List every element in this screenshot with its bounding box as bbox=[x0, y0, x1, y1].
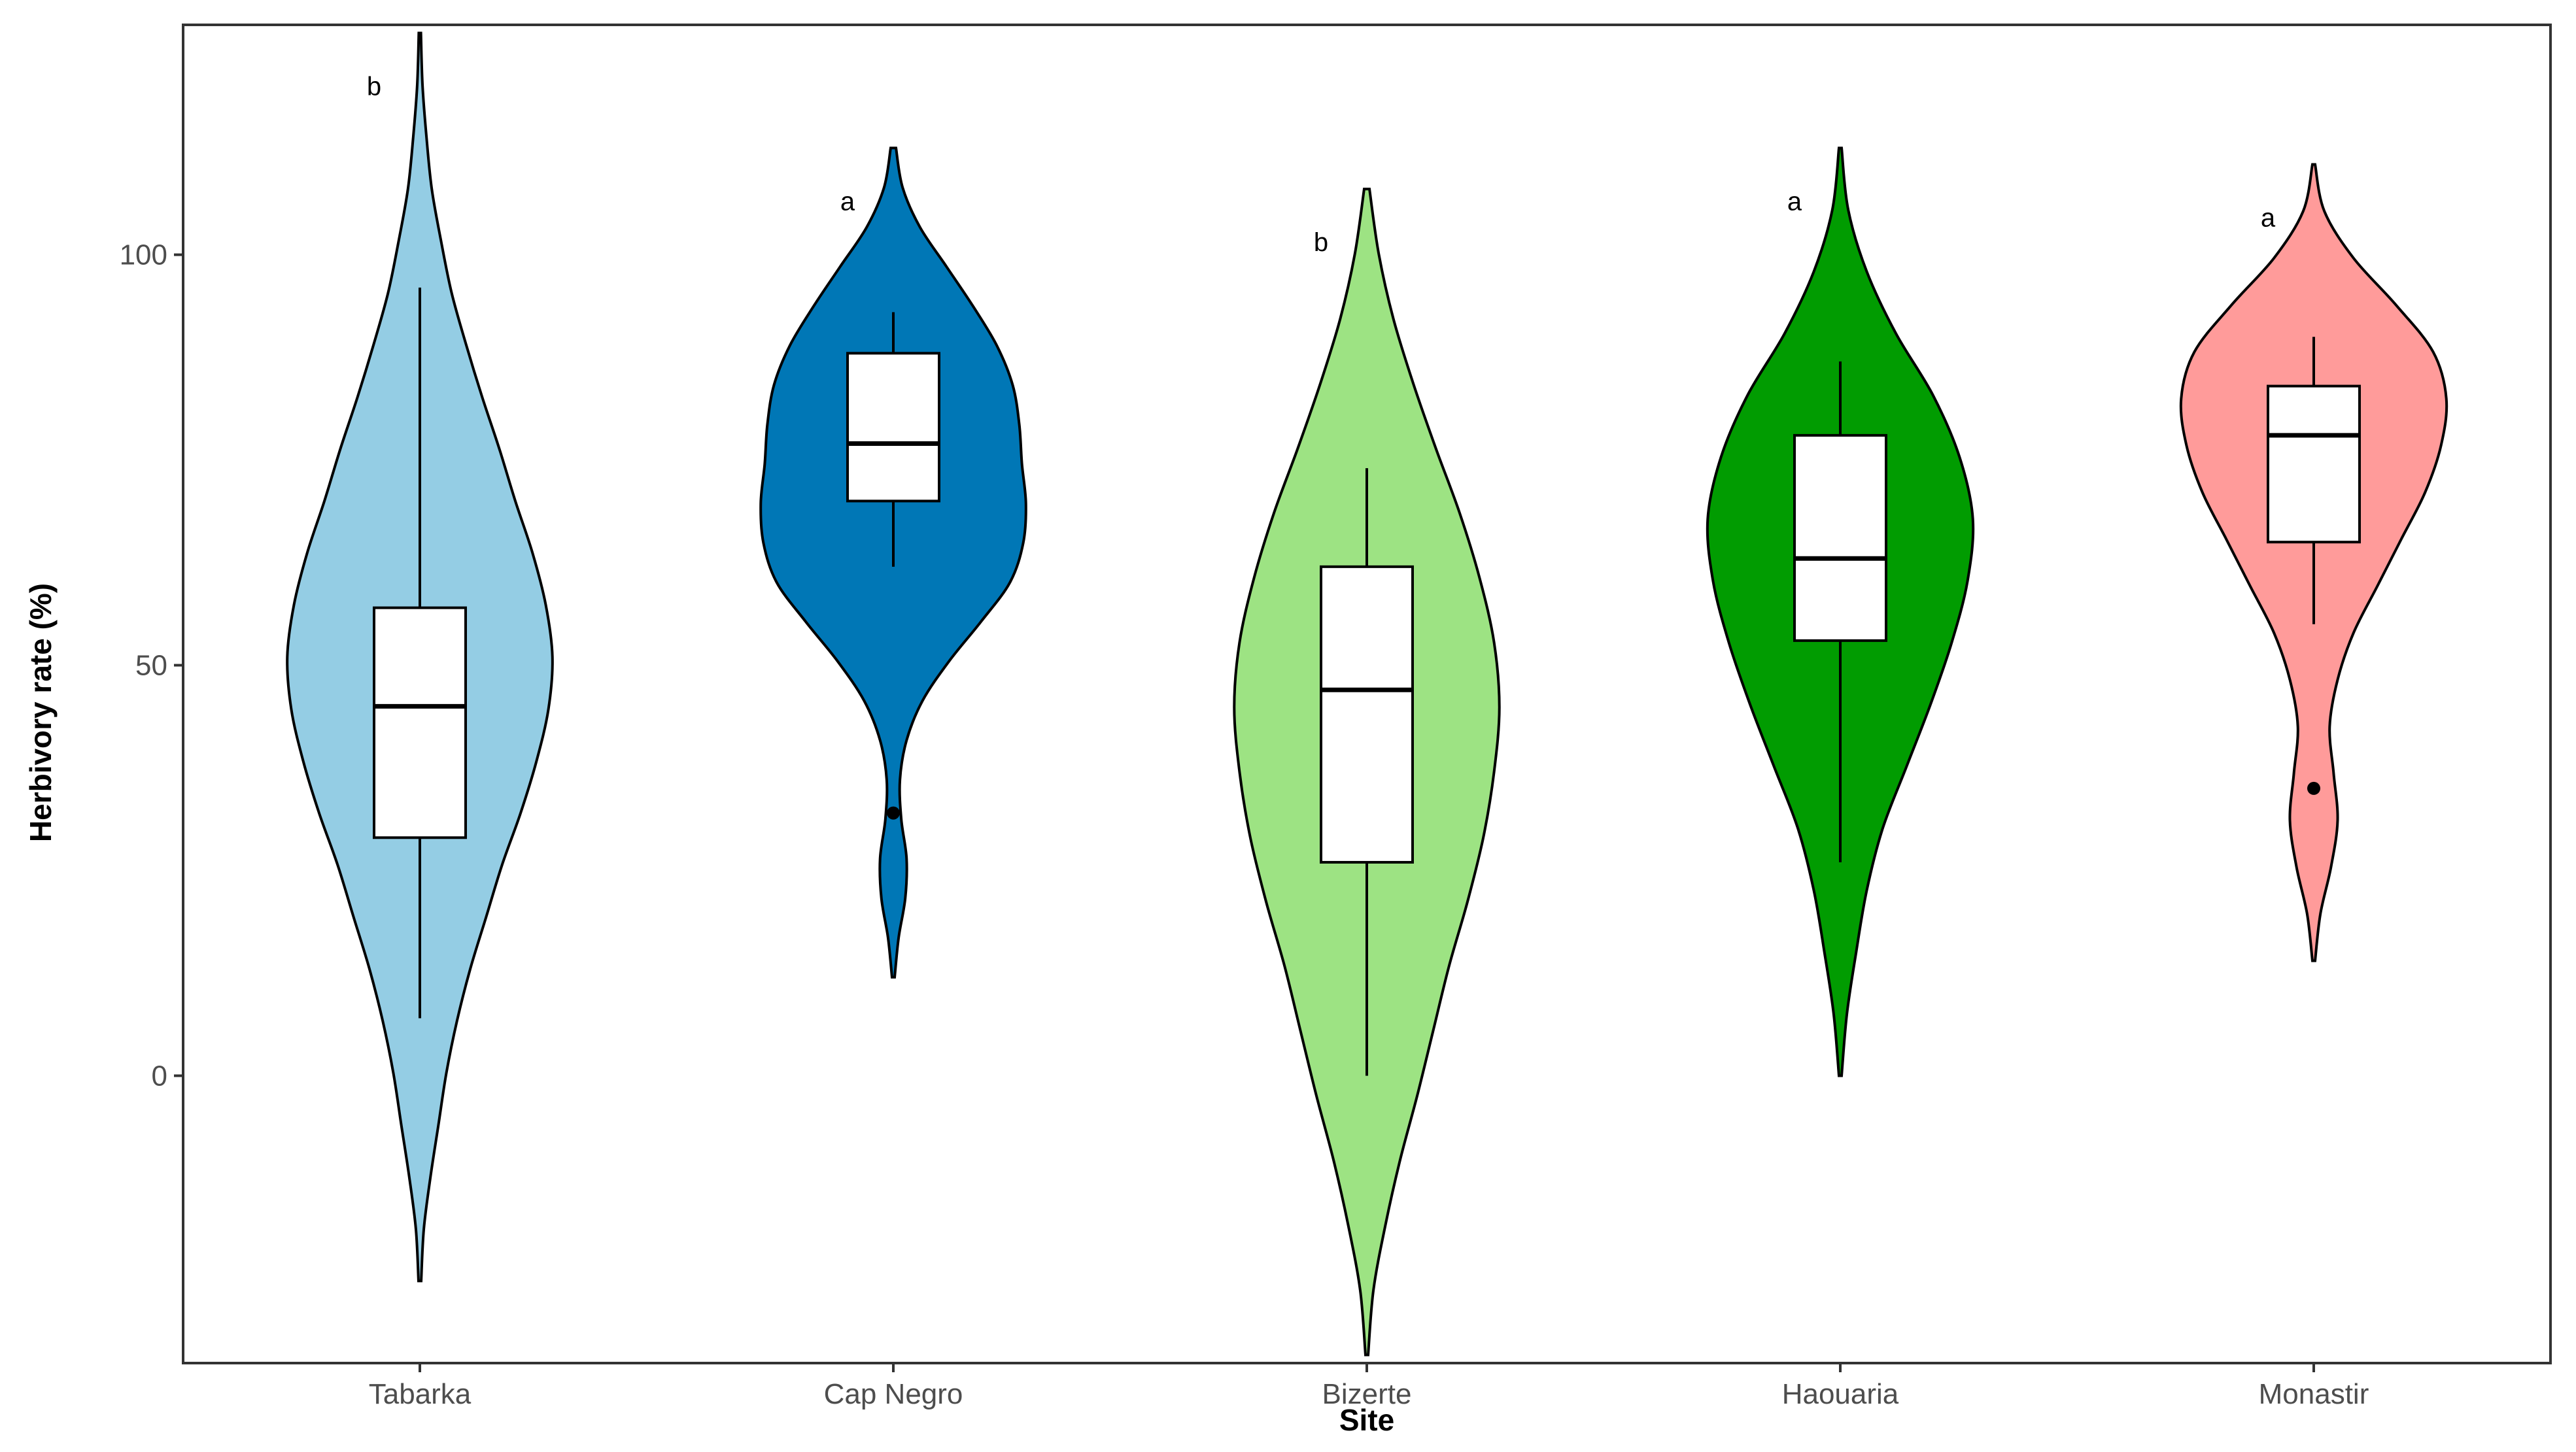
box-iqr bbox=[2267, 384, 2361, 544]
significance-label: a bbox=[840, 187, 855, 216]
box-iqr bbox=[846, 352, 940, 503]
x-axis-title: Site bbox=[1339, 1403, 1394, 1437]
y-tick-label: 50 bbox=[135, 650, 167, 682]
outlier-point bbox=[887, 806, 900, 820]
y-axis-title: Herbivory rate (%) bbox=[24, 583, 58, 842]
significance-label: b bbox=[367, 73, 381, 101]
x-tick-label: Monastir bbox=[2259, 1378, 2369, 1410]
x-tick-label: Haouaria bbox=[1782, 1378, 1899, 1410]
y-tick-label: 0 bbox=[152, 1060, 167, 1092]
y-tick-label: 100 bbox=[120, 239, 167, 271]
x-tick-label: Cap Negro bbox=[824, 1378, 963, 1410]
significance-label: a bbox=[2261, 203, 2276, 232]
significance-label: a bbox=[1787, 187, 1802, 216]
outlier-point bbox=[2307, 781, 2320, 795]
x-tick-label: Bizerte bbox=[1322, 1378, 1412, 1410]
x-axis: Tabarka Cap Negro Bizerte Haouaria Monastir bbox=[369, 1363, 2369, 1410]
y-axis: 0 50 100 bbox=[120, 239, 183, 1092]
violins-layer: b a b a a bbox=[286, 31, 2448, 1357]
box-iqr bbox=[1793, 433, 1887, 642]
box-iqr bbox=[1320, 565, 1414, 864]
significance-label: b bbox=[1314, 228, 1328, 257]
box-iqr bbox=[373, 606, 467, 839]
x-tick-label: Tabarka bbox=[369, 1378, 472, 1410]
